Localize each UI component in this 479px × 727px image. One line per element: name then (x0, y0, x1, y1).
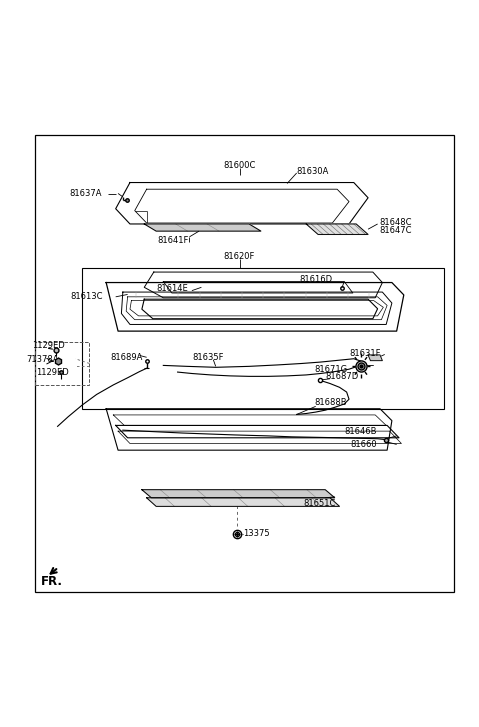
Text: 81637A: 81637A (69, 189, 102, 198)
Text: 81631F: 81631F (349, 348, 380, 358)
Bar (34, 342, 90, 385)
Text: 81651C: 81651C (304, 499, 336, 507)
Text: 81687D: 81687D (325, 372, 358, 382)
Text: 81613C: 81613C (70, 292, 103, 301)
Text: 71378A: 71378A (26, 356, 58, 364)
Text: 81648C: 81648C (379, 217, 411, 227)
Text: 81620F: 81620F (224, 252, 255, 261)
Polygon shape (147, 498, 340, 507)
Polygon shape (144, 224, 261, 231)
Text: 81646B: 81646B (344, 427, 377, 435)
Text: 81688B: 81688B (315, 398, 347, 407)
Text: 13375: 13375 (243, 529, 270, 539)
Text: 81641F: 81641F (158, 236, 189, 245)
Text: 81614E: 81614E (156, 284, 188, 293)
Text: 81660: 81660 (351, 440, 377, 449)
Text: 1129ED: 1129ED (35, 368, 68, 377)
Polygon shape (306, 224, 368, 234)
Text: 81616D: 81616D (299, 276, 332, 284)
Text: 1129ED: 1129ED (33, 341, 65, 350)
Text: 81689A: 81689A (110, 353, 142, 362)
Polygon shape (142, 490, 335, 498)
Text: FR.: FR. (40, 574, 62, 587)
Text: 81600C: 81600C (223, 161, 256, 170)
Bar (82, 268, 445, 409)
Text: 81647C: 81647C (379, 226, 411, 235)
Polygon shape (368, 355, 382, 361)
Text: 81630A: 81630A (297, 166, 329, 176)
Text: 81671G: 81671G (314, 365, 347, 374)
Text: 81635F: 81635F (192, 353, 223, 362)
Bar (34, 135, 454, 592)
